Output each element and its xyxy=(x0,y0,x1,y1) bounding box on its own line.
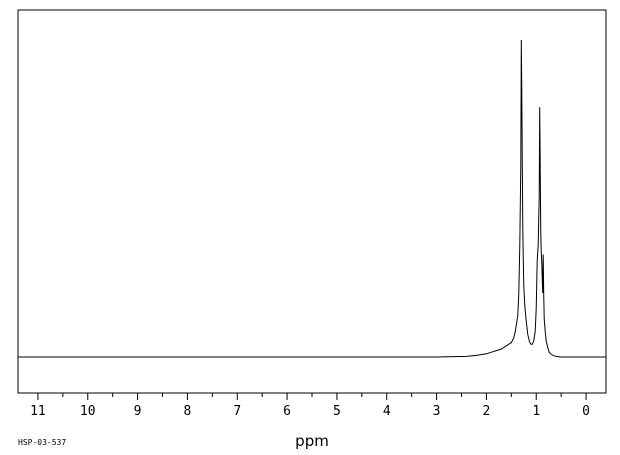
x-tick-label: 3 xyxy=(433,404,441,419)
x-tick-label: 11 xyxy=(30,404,46,419)
x-axis-ticks: 11 10 9 8 7 6 5 4 3 2 1 0 xyxy=(30,393,590,419)
spectrum-line xyxy=(18,39,606,358)
x-tick-label: 7 xyxy=(233,404,241,419)
x-tick-label: 4 xyxy=(383,404,391,419)
plot-frame xyxy=(17,9,607,394)
x-tick-label: 6 xyxy=(283,404,291,419)
x-tick-label: 9 xyxy=(134,404,142,419)
x-tick-label: 1 xyxy=(532,404,540,419)
x-tick-label: 10 xyxy=(80,404,96,419)
sample-code-label: HSP-03-537 xyxy=(18,438,66,447)
x-tick-label: 0 xyxy=(582,404,590,419)
x-axis-label: ppm xyxy=(295,432,329,450)
x-tick-label: 5 xyxy=(333,404,341,419)
x-tick-label: 2 xyxy=(482,404,490,419)
x-tick-label: 8 xyxy=(184,404,192,419)
